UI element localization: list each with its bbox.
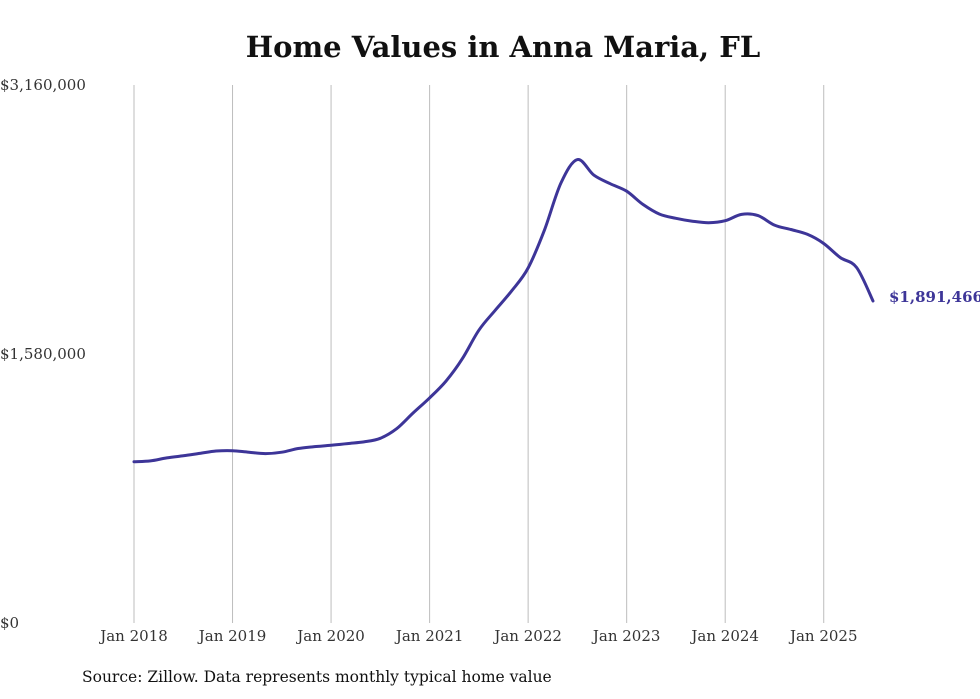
x-tick-label: Jan 2020	[295, 627, 365, 645]
end-value-label: $1,891,466	[889, 288, 980, 306]
y-tick-label: $0	[0, 614, 19, 632]
x-tick-label: Jan 2024	[689, 627, 759, 645]
x-tick-label: Jan 2019	[197, 627, 267, 645]
x-tick-label: Jan 2021	[394, 627, 464, 645]
x-tick-label: Jan 2023	[591, 627, 661, 645]
chart-title: Home Values in Anna Maria, FL	[245, 30, 761, 64]
x-tick-label: Jan 2025	[788, 627, 858, 645]
series-line	[132, 158, 875, 464]
y-tick-label: $3,160,000	[0, 76, 86, 94]
source-note: Source: Zillow. Data represents monthly …	[82, 668, 552, 686]
x-tick-label: Jan 2022	[492, 627, 562, 645]
x-tick-label: Jan 2018	[98, 627, 168, 645]
y-tick-label: $1,580,000	[0, 345, 86, 363]
